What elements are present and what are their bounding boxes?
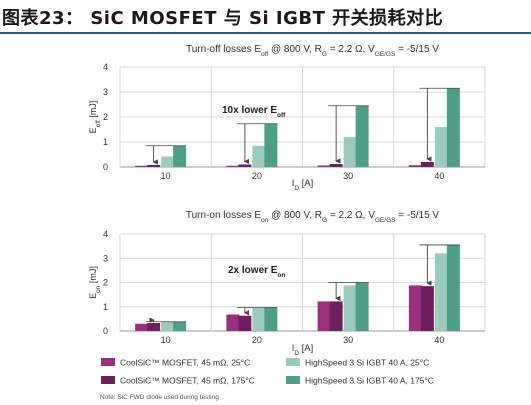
bar [173,145,187,167]
title-divider [0,32,531,34]
y-axis-label: Eon [mJ] [88,266,102,299]
bar [343,137,357,167]
bar [317,301,331,331]
bar [161,156,175,167]
bar [355,105,369,167]
y-tick-label: 2 [103,112,108,122]
y-tick-label: 2 [103,278,108,288]
bar [264,307,278,331]
x-axis-label: ID [A] [292,178,314,192]
bar [408,285,422,331]
bar [238,315,252,331]
x-tick-label: 10 [161,171,171,181]
legend-swatch [286,376,300,384]
reduction-annotation: 2x lower Eon [228,265,285,279]
x-axis-label: ID [A] [292,343,314,357]
chart-turn-off: Turn-off losses Eoff @ 800 V, RG = 2.2 Ω… [88,44,486,192]
legend-swatch [101,376,115,384]
bar [226,165,240,167]
bar [420,286,434,331]
bar [173,321,187,331]
bar [147,322,161,331]
y-tick-label: 0 [103,162,108,172]
bar [355,282,369,331]
bar [329,301,343,331]
bar [317,165,331,167]
x-tick-label: 40 [434,171,444,181]
bar [343,285,357,331]
bar [226,314,240,331]
y-tick-label: 0 [103,326,108,336]
bar [446,244,460,331]
bar [135,165,149,167]
x-tick-label: 20 [252,335,262,345]
x-tick-label: 20 [252,171,262,181]
bar [135,323,149,331]
bar [147,165,161,167]
chart-title: Turn-off losses Eoff @ 800 V, RG = 2.2 Ω… [186,44,439,58]
legend: CoolSiC™ MOSFET, 45 mΩ, 25°C CoolSiC™ MOS… [101,358,434,386]
bar [252,307,266,331]
bar [420,162,434,167]
legend-label: HighSpeed 3 Si IGBT 40 A, 25°C [305,358,429,368]
x-tick-label: 30 [343,335,353,345]
bar [434,127,448,167]
legend-swatch [286,358,300,366]
y-tick-label: 1 [103,137,108,147]
legend-swatch [101,358,115,366]
x-tick-label: 40 [434,335,444,345]
y-tick-label: 4 [103,229,108,239]
bar [264,123,278,167]
bar [408,165,422,167]
bar [329,164,343,167]
legend-label: CoolSiC™ MOSFET, 45 mΩ, 25°C [120,358,250,368]
x-tick-label: 10 [161,335,171,345]
legend-label: HighSpeed 3 Si IGBT 40 A, 175°C [305,376,434,386]
y-tick-label: 4 [103,62,108,72]
y-tick-label: 1 [103,302,108,312]
reduction-annotation: 10x lower Eoff [222,105,286,119]
chart-turn-on: Turn-on losses Eon @ 800 V, RG = 2.2 Ω, … [88,210,486,357]
bar [446,88,460,167]
footnote: Note: SiC FWD diode used during testing [100,394,219,401]
y-axis-label: Eoff [mJ] [88,101,102,134]
page-title: 图表23： SiC MOSFET 与 Si IGBT 开关损耗对比 [2,8,444,29]
bar [161,322,175,331]
legend-label: CoolSiC™ MOSFET, 45 mΩ, 175°C [120,376,255,386]
x-tick-label: 30 [343,171,353,181]
bar [238,164,252,167]
y-tick-label: 3 [103,87,108,97]
chart-title: Turn-on losses Eon @ 800 V, RG = 2.2 Ω, … [186,210,440,224]
chart-panels: Turn-off losses Eoff @ 800 V, RG = 2.2 Ω… [88,44,486,357]
bar [434,253,448,331]
bar [252,145,266,167]
y-tick-label: 3 [103,253,108,263]
